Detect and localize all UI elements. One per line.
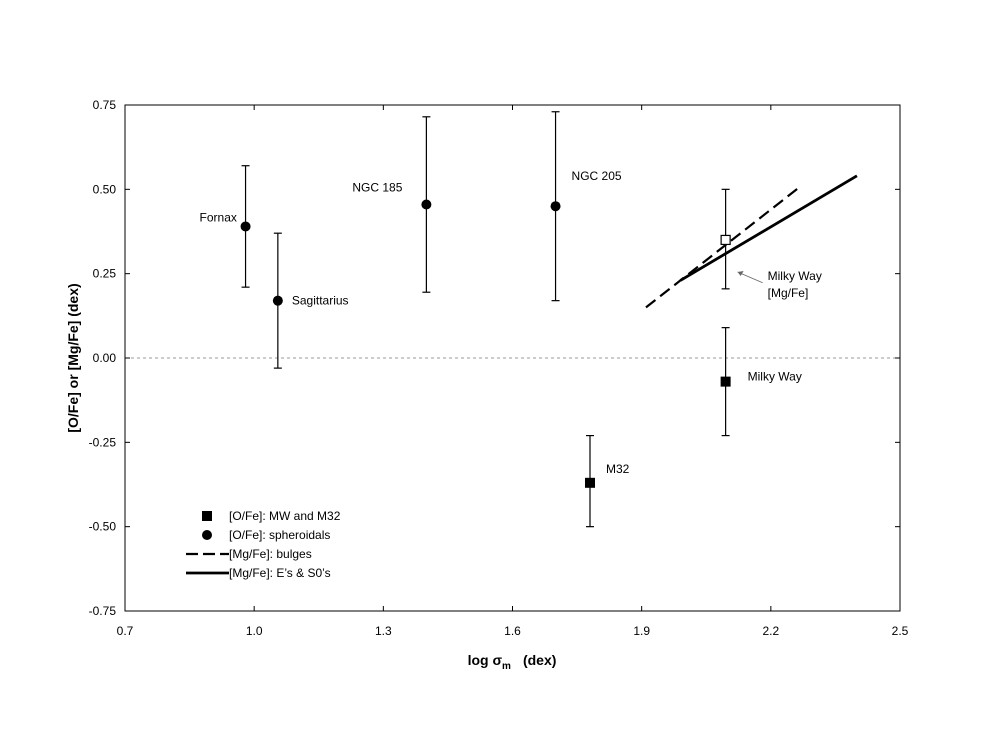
spheroidal-point	[421, 199, 432, 210]
spheroidal-point	[550, 201, 561, 212]
y-tick-label: 0.50	[93, 182, 117, 196]
axis-ticks: 0.7 1.0 1.3 1.6 1.9 2.2 2.5 0.75 0.50 0.25 0.00 -0.…	[89, 98, 909, 638]
legend-label: [Mg/Fe]: bulges	[229, 547, 312, 561]
point-labels: M32 Milky Way Fornax Sagittarius NGC 185 NGC …	[200, 169, 822, 476]
x-tick-label: 2.5	[892, 624, 909, 638]
point-label: Sagittarius	[292, 294, 349, 308]
x-tick-label: 0.7	[117, 624, 134, 638]
ellipticals-line	[679, 174, 858, 282]
legend-label: [O/Fe]: spheroidals	[229, 528, 330, 542]
x-axis-title-unit: (dex)	[523, 652, 556, 668]
point-label: NGC 185	[352, 181, 402, 195]
legend-label: [O/Fe]: MW and M32	[229, 509, 341, 523]
point-label: NGC 205	[572, 169, 622, 183]
point-label: Fornax	[200, 210, 237, 224]
x-tick-label: 2.2	[762, 624, 779, 638]
y-axis-title: [O/Fe] or [Mg/Fe] (dex)	[65, 283, 81, 432]
y-tick-label: -0.75	[89, 604, 117, 618]
y-tick-label: 0.75	[93, 98, 117, 112]
spheroidal-point	[272, 295, 283, 306]
x-axis-title: log σm (dex)	[468, 652, 557, 672]
legend-marker	[202, 530, 212, 540]
y-tick-label: -0.25	[89, 435, 117, 449]
trend-lines	[645, 174, 858, 309]
y-tick-label: 0.00	[93, 351, 117, 365]
y-tick-label: 0.25	[93, 267, 117, 281]
annotation-label: [Mg/Fe]	[768, 286, 809, 300]
mw-m32-point	[720, 376, 731, 387]
milky-way-mgfe-point	[720, 234, 731, 246]
x-tick-label: 1.3	[375, 624, 392, 638]
mw-m32-point	[585, 477, 595, 488]
x-axis-title-main: log σ	[468, 652, 503, 668]
bulges-line	[645, 185, 802, 309]
x-tick-label: 1.0	[246, 624, 263, 638]
error-bars	[241, 111, 730, 528]
x-axis-title-subscript: m	[502, 661, 511, 672]
y-tick-label: -0.50	[89, 520, 117, 534]
point-label: Milky Way	[748, 370, 802, 384]
legend: [O/Fe]: MW and M32 [O/Fe]: spheroidals [Mg…	[186, 509, 341, 580]
data-points	[240, 199, 731, 488]
point-label: M32	[606, 462, 630, 476]
x-tick-label: 1.6	[504, 624, 521, 638]
legend-label: [Mg/Fe]: E’s & S0’s	[229, 566, 331, 580]
annotation-arrowhead	[737, 270, 744, 276]
spheroidal-point	[240, 221, 251, 232]
legend-marker	[202, 511, 212, 521]
annotation-label: Milky Way	[768, 269, 822, 283]
x-tick-label: 1.9	[633, 624, 650, 638]
